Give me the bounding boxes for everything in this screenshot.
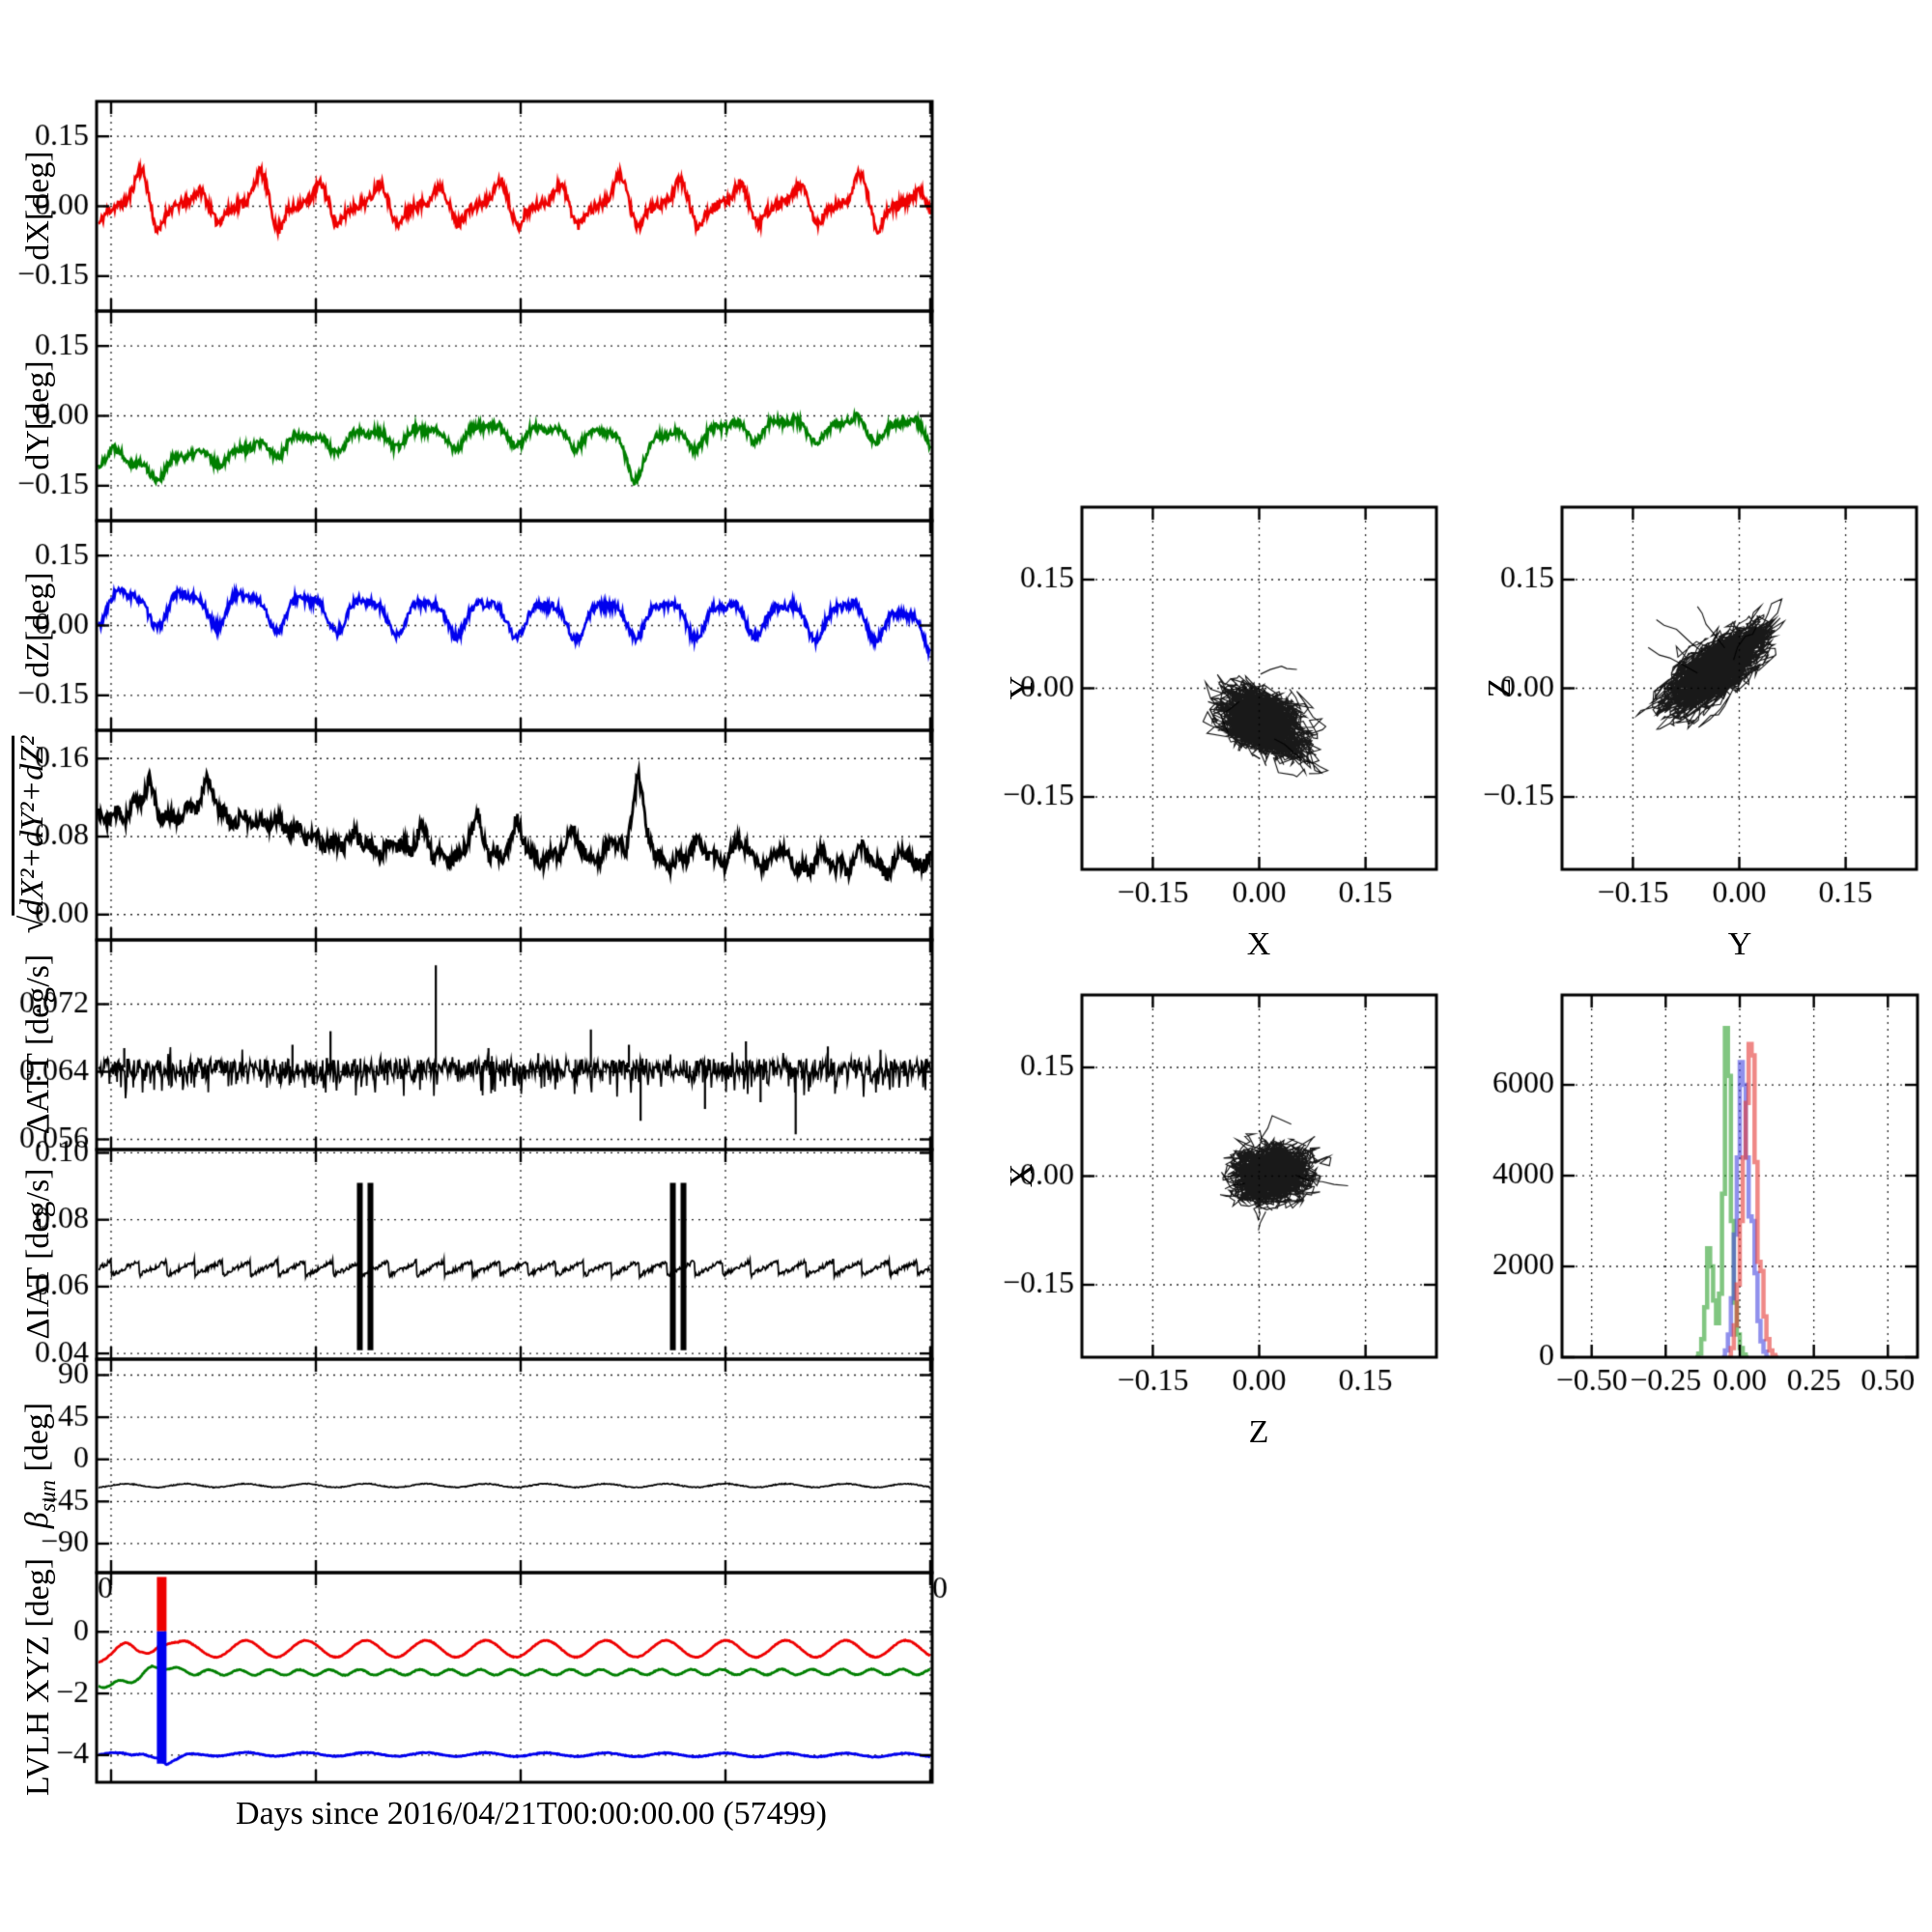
ylabel-diat: ΔIAT [deg/s]: [20, 1168, 56, 1340]
scatter-yx-ylabel: Y: [1004, 675, 1039, 700]
sqrt-body: dX²+dY²+dZ²: [14, 735, 50, 916]
sqrt-sign: √: [14, 915, 50, 934]
ylabel-dy: dY[deg]: [20, 360, 56, 470]
scatter-yx-xlabel: X: [1246, 926, 1271, 962]
scatter-zy-xlabel: Y: [1727, 926, 1752, 962]
ylabel-dx: dX[deg]: [20, 151, 56, 261]
ylabel-beta-sun: βsun [deg]: [19, 1402, 61, 1529]
scatter-zy-ylabel: Z: [1482, 677, 1518, 698]
ylabel-rss: √dX²+dY²+dZ²: [14, 736, 51, 934]
scatter-xz-ylabel: X: [1004, 1163, 1039, 1188]
scatter-xz-xlabel: Z: [1248, 1414, 1269, 1450]
ylabel-dz: dZ[deg]: [20, 572, 56, 678]
ylabel-datt: ΔATT [deg/s]: [20, 953, 56, 1135]
time-axis-label: Days since 2016/04/21T00:00:00.00 (57499…: [236, 1796, 827, 1832]
ylabel-lvlh: LVLH XYZ [deg]: [20, 1557, 56, 1797]
